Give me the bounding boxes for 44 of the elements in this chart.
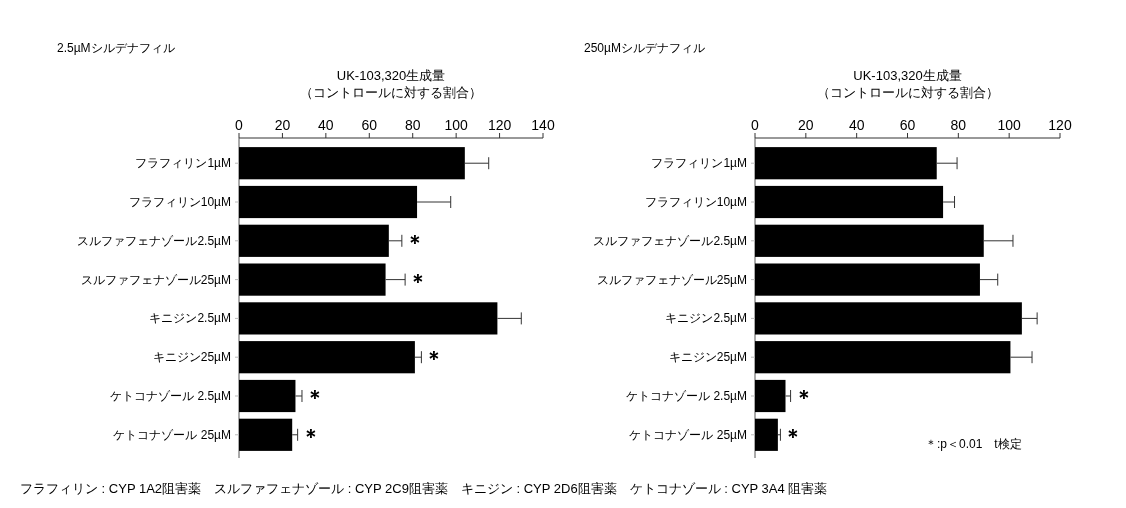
y-tick-label: ケトコナゾール 25µM (629, 427, 747, 442)
y-tick-label: フラフィリン10µM (644, 195, 747, 209)
x-tick-label: 60 (361, 117, 378, 133)
x-tick-label: 60 (899, 117, 916, 133)
text: 250µMシルデナフィル (584, 41, 705, 55)
annotation: ＊:p＜0.01 t検定 (925, 437, 1022, 451)
text: 2.5µMシルデナフィル (57, 41, 175, 55)
annotation: ＊ (793, 386, 814, 408)
x-tick-label: 0 (751, 117, 760, 133)
y-tick-label: キニジン25µM (152, 350, 231, 365)
y-tick-label: ケトコナゾール 2.5µM (110, 389, 231, 403)
y-tick-label: キニジン25µM (668, 350, 747, 365)
x-tick-label: 20 (274, 117, 291, 133)
y-tick-label: フラフィリン1µM (651, 156, 747, 171)
y-tick-label: スルファフェナゾール25µM (80, 272, 231, 287)
x-tick-label: 40 (848, 117, 865, 133)
x-tick-label: 120 (487, 117, 512, 133)
y-tick-label: フラフィリン10µM (128, 195, 231, 209)
y-tick-label: キニジン2.5µM (149, 311, 231, 326)
y-tick-label: ケトコナゾール 2.5µM (626, 389, 747, 403)
x-tick-label: 0 (235, 117, 244, 133)
x-axis-title: UK-103,320生成量（コントロールに対する割合） (300, 68, 482, 100)
x-tick-label: 40 (318, 117, 334, 133)
x-tick-label: 100 (444, 117, 469, 133)
x-tick-label: 120 (1048, 117, 1072, 133)
x-tick-label: 20 (798, 117, 814, 133)
x-tick-label: 100 (997, 117, 1022, 133)
y-tick-label: スルファフェナゾール2.5µM (593, 233, 747, 248)
annotation: ＊ (408, 269, 429, 292)
x-axis-title: UK-103,320生成量（コントロールに対する割合） (816, 68, 999, 100)
x-tick-label: 80 (950, 117, 967, 133)
x-tick-label: 80 (404, 117, 421, 133)
annotation: ＊ (783, 424, 804, 447)
y-tick-label: フラフィリン1µM (135, 156, 231, 171)
annotation: ＊ (424, 347, 445, 370)
annotation: ＊ (300, 424, 321, 447)
x-tick-label: 140 (531, 117, 555, 133)
annotation: ＊ (404, 230, 425, 253)
annotation: ＊ (304, 386, 325, 408)
y-tick-label: スルファフェナゾール2.5µM (77, 233, 231, 248)
y-tick-label: キニジン2.5µM (665, 311, 747, 326)
y-tick-label: ケトコナゾール 25µM (113, 427, 231, 442)
y-tick-label: スルファフェナゾール25µM (596, 272, 747, 287)
text: フラフィリン : CYP 1A2阻害薬 スルファフェナゾール : CYP 2C9阻害薬 キニジン : CYP 2D6阻害薬 ケトコナゾール : CYP 3A4 阻害薬 (20, 481, 828, 496)
